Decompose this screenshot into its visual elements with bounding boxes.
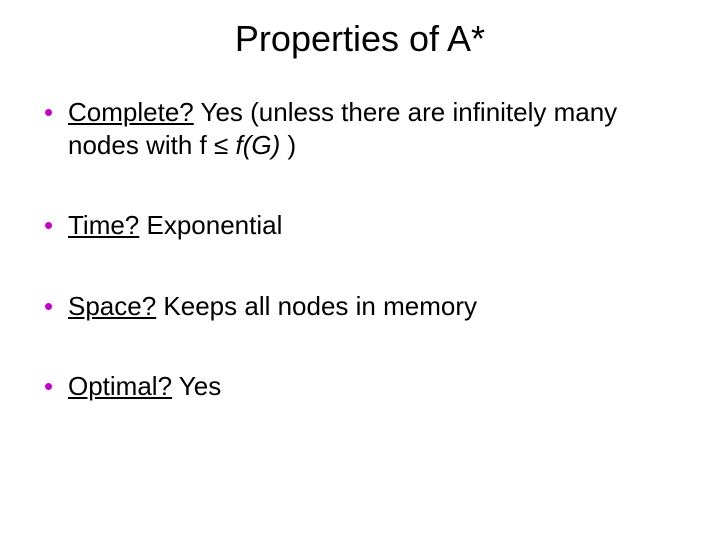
slide-title: Properties of A* (40, 18, 680, 60)
bullet-text-after: ) (280, 130, 296, 160)
bullet-text: Yes (172, 371, 221, 401)
bullet-text: Keeps all nodes in memory (156, 291, 477, 321)
list-item: Space? Keeps all nodes in memory (40, 290, 680, 323)
slide: Properties of A* Complete? Yes (unless t… (0, 0, 720, 540)
bullet-label: Complete? (68, 97, 194, 127)
bullet-label: Space? (68, 291, 156, 321)
bullet-italic: f(G) (235, 130, 280, 160)
list-item: Time? Exponential (40, 209, 680, 242)
list-item: Optimal? Yes (40, 370, 680, 403)
bullet-text: Exponential (139, 210, 282, 240)
list-item: Complete? Yes (unless there are infinite… (40, 96, 680, 161)
bullet-list: Complete? Yes (unless there are infinite… (40, 96, 680, 403)
bullet-label: Time? (68, 210, 139, 240)
bullet-label: Optimal? (68, 371, 172, 401)
